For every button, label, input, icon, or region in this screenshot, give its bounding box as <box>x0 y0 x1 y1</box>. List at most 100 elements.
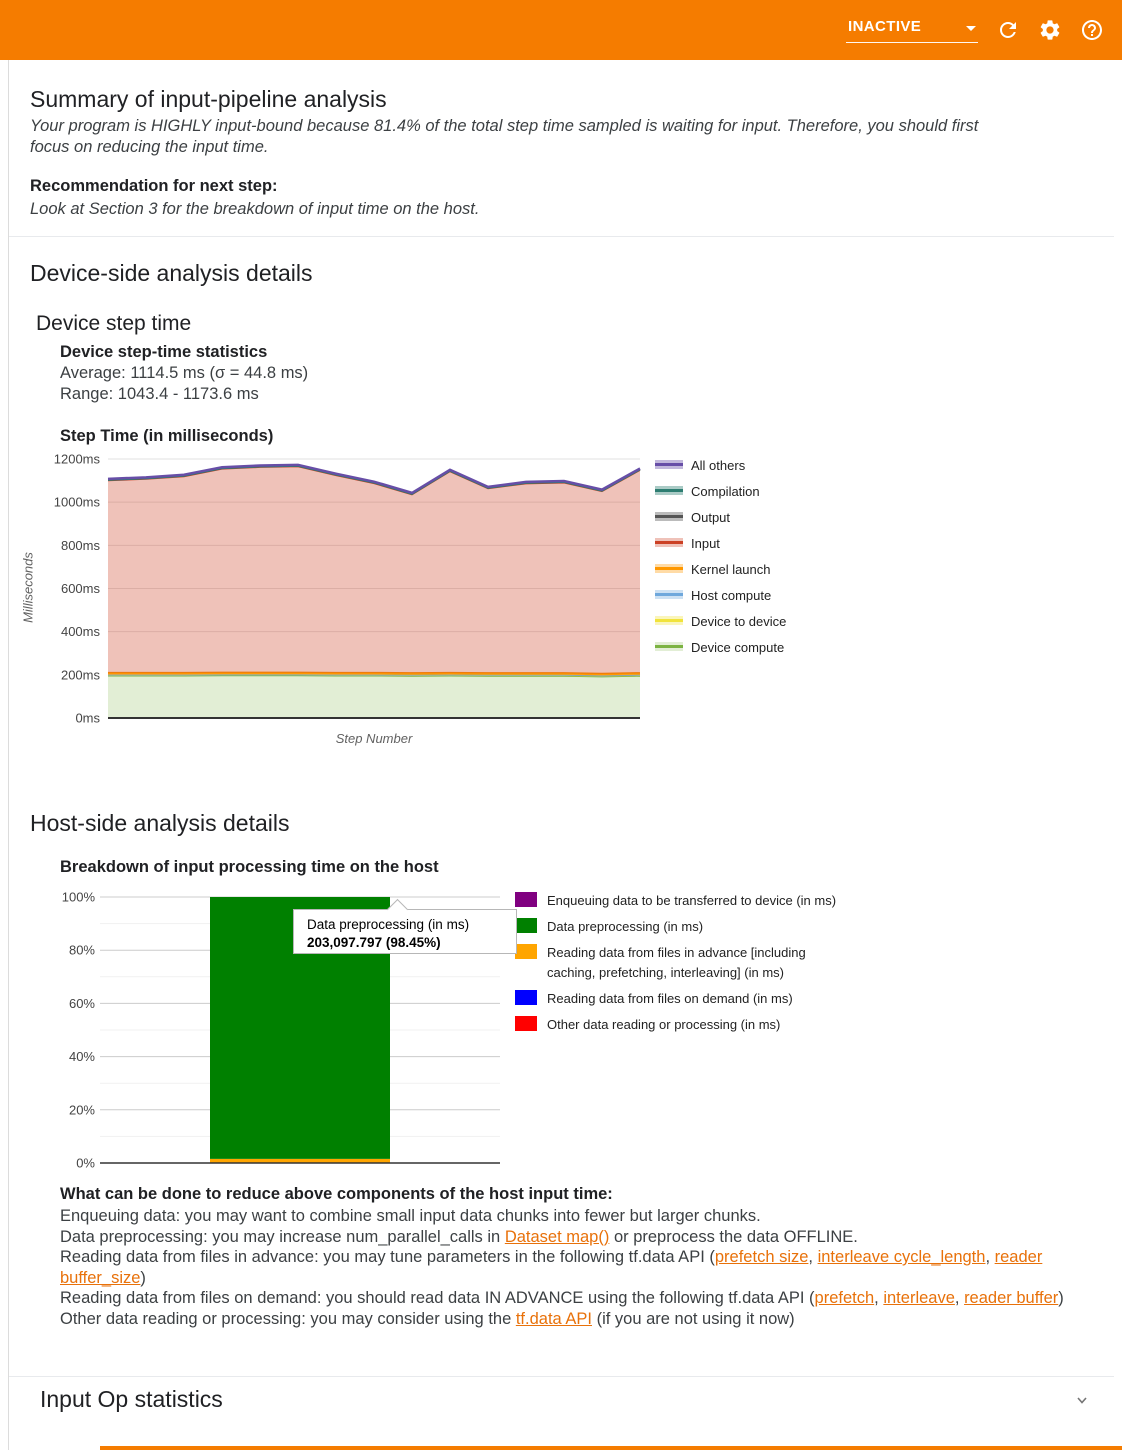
chevron-down-icon[interactable] <box>1070 1388 1094 1412</box>
legend-item: Reading data from files on demand (in ms… <box>515 989 852 1009</box>
device-stats-title: Device step-time statistics <box>60 343 268 361</box>
advice-text: ) <box>1058 1289 1064 1307</box>
area-input <box>108 466 640 674</box>
refresh-icon[interactable] <box>996 18 1020 42</box>
y-tick-label: 20% <box>69 1102 95 1117</box>
capture-status-select[interactable]: INACTIVE <box>846 18 978 43</box>
host-breakdown-chart-title: Breakdown of input processing time on th… <box>60 858 439 876</box>
legend-item: Host compute <box>655 586 786 606</box>
legend-item: Device compute <box>655 638 786 658</box>
legend-label: Other data reading or processing (in ms) <box>547 1017 781 1032</box>
section-divider <box>9 236 1114 237</box>
y-tick-label: 80% <box>69 943 95 958</box>
settings-gear-icon[interactable] <box>1038 18 1062 42</box>
legend-swatch-icon <box>515 918 537 933</box>
doc-link[interactable]: reader buffer <box>964 1289 1059 1307</box>
line-kernel-launch <box>108 671 641 676</box>
advice-line: Data preprocessing: you may increase num… <box>60 1227 1090 1248</box>
legend-item: Device to device <box>655 612 786 632</box>
bar-segment[interactable] <box>210 1158 390 1163</box>
legend-item: Data preprocessing (in ms) <box>515 917 852 937</box>
legend-item: All others <box>655 456 786 476</box>
y-tick-label: 100% <box>62 890 96 905</box>
legend-label: Data preprocessing (in ms) <box>547 919 704 934</box>
advice-text-block: Enqueuing data: you may want to combine … <box>60 1206 1090 1329</box>
advice-text: Reading data from files on demand: you s… <box>60 1289 815 1307</box>
device-side-title: Device-side analysis details <box>30 260 313 286</box>
recommendation-text: Look at Section 3 for the breakdown of i… <box>30 200 480 218</box>
advice-text: ) <box>140 1268 146 1287</box>
doc-link[interactable]: tf.data API <box>515 1309 592 1328</box>
capture-status-label: INACTIVE <box>848 17 922 35</box>
legend-label: Output <box>691 510 731 525</box>
advice-line: Other data reading or processing: you ma… <box>60 1309 1090 1330</box>
legend-item: Enqueuing data to be transferred to devi… <box>515 891 852 911</box>
y-tick-label: 60% <box>69 996 95 1011</box>
next-section-header-strip <box>100 1446 1122 1450</box>
advice-heading: What can be done to reduce above compone… <box>60 1185 613 1203</box>
legend-swatch-icon <box>515 892 537 907</box>
y-tick-label: 400ms <box>61 624 101 639</box>
step-time-chart-title: Step Time (in milliseconds) <box>60 427 274 445</box>
legend-label: All others <box>691 458 746 473</box>
advice-text: Reading data from files in advance: you … <box>60 1248 715 1266</box>
help-icon[interactable] <box>1080 18 1104 42</box>
doc-link[interactable]: interleave cycle_length <box>817 1248 986 1266</box>
legend-label: Compilation <box>691 484 760 499</box>
y-tick-label: 600ms <box>61 581 101 596</box>
advice-text: , <box>954 1289 965 1307</box>
doc-link[interactable]: interleave <box>883 1289 955 1307</box>
doc-link[interactable]: Dataset map() <box>504 1227 610 1246</box>
advice-text: (if you are not using it now) <box>591 1309 795 1328</box>
legend-item: Reading data from files in advance [incl… <box>515 943 852 983</box>
y-tick-label: 1200ms <box>54 452 101 467</box>
legend-swatch-icon <box>655 538 683 547</box>
doc-link[interactable]: prefetch <box>814 1289 875 1307</box>
legend-item: Other data reading or processing (in ms) <box>515 1015 852 1035</box>
legend-swatch-icon <box>655 486 683 495</box>
legend-swatch-icon <box>515 944 537 959</box>
legend-swatch-icon <box>655 590 683 599</box>
device-stats-range: Range: 1043.4 - 1173.6 ms <box>60 385 259 403</box>
chart-tooltip: Data preprocessing (in ms) 203,097.797 (… <box>293 898 517 954</box>
host-breakdown-legend: Enqueuing data to be transferred to devi… <box>515 891 852 1041</box>
legend-swatch-icon <box>655 616 683 625</box>
advice-text: , <box>985 1248 995 1266</box>
y-tick-label: 200ms <box>61 667 101 682</box>
legend-label: Reading data from files on demand (in ms… <box>547 991 793 1006</box>
area-device-compute <box>108 675 640 718</box>
line-all-others <box>107 463 641 495</box>
y-tick-label: 1000ms <box>54 495 101 510</box>
legend-swatch-icon <box>655 460 683 469</box>
y-tick-label: 40% <box>69 1049 95 1064</box>
advice-text: or preprocess the data OFFLINE. <box>609 1227 858 1246</box>
device-step-time-title: Device step time <box>36 312 192 335</box>
doc-link[interactable]: reader buffer_size <box>60 1248 1043 1287</box>
advice-text: , <box>808 1248 818 1266</box>
advice-line: Enqueuing data: you may want to combine … <box>60 1206 1090 1227</box>
legend-swatch-icon <box>655 642 683 651</box>
tooltip-value: 203,097.797 (98.45%) <box>307 935 441 950</box>
toolbar-actions: INACTIVE <box>846 0 1104 60</box>
tooltip-title: Data preprocessing (in ms) <box>307 917 470 932</box>
line-host-compute <box>108 674 641 677</box>
advice-text: Other data reading or processing: you ma… <box>60 1309 516 1328</box>
legend-label: Input <box>691 536 720 551</box>
input-op-statistics-title[interactable]: Input Op statistics <box>40 1386 223 1412</box>
panel-divider <box>9 1376 1114 1377</box>
card-left-border <box>8 60 9 1450</box>
doc-link[interactable]: prefetch size <box>714 1248 809 1266</box>
legend-label: Device to device <box>691 614 787 629</box>
recommendation-label: Recommendation for next step: <box>30 177 278 195</box>
legend-label: Enqueuing data to be transferred to devi… <box>547 893 837 908</box>
device-stats-average: Average: 1114.5 ms (σ = 44.8 ms) <box>60 364 309 382</box>
y-axis-title: Milliseconds <box>20 552 36 623</box>
summary-body: Your program is HIGHLY input-bound becau… <box>30 117 979 156</box>
legend-item: Input <box>655 534 786 554</box>
legend-item: Output <box>655 508 786 528</box>
legend-swatch-icon <box>655 564 683 573</box>
legend-swatch-icon <box>655 512 683 521</box>
toolbar: INACTIVE <box>0 0 1122 60</box>
advice-text: Data preprocessing: you may increase num… <box>60 1227 505 1246</box>
